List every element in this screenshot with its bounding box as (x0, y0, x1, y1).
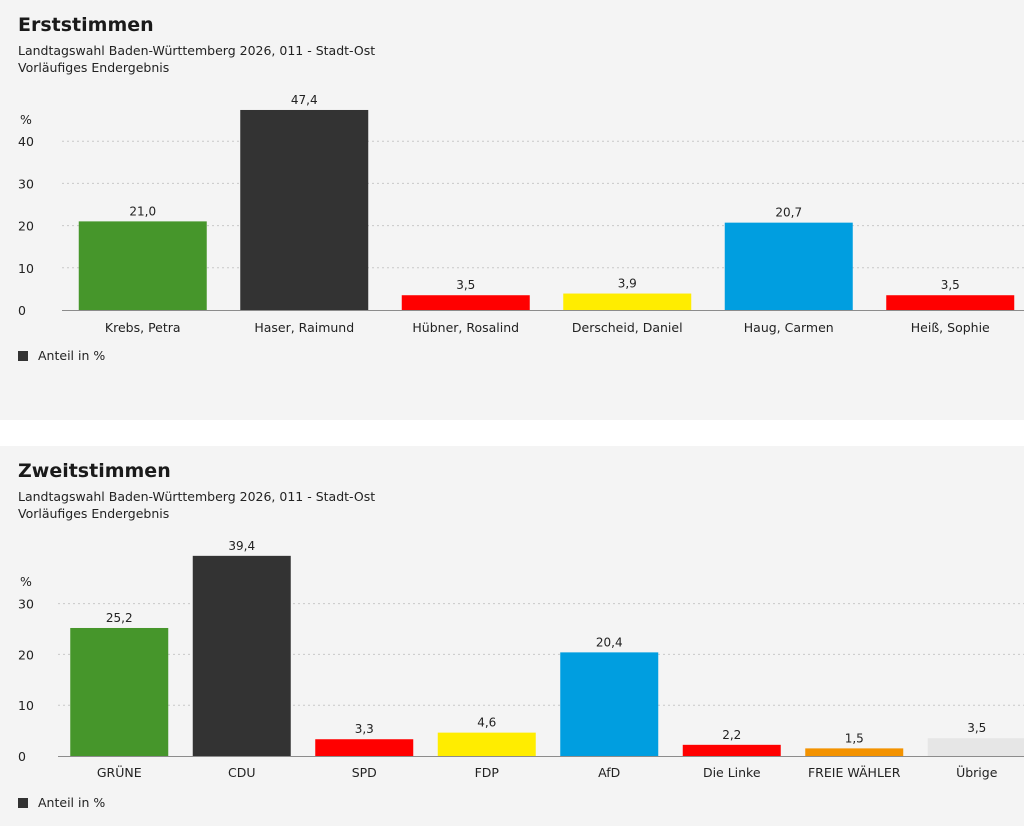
chart-status: Vorläufiges Endergebnis (18, 506, 170, 521)
value-label: 4,6 (477, 716, 496, 730)
y-tick-label: 30 (18, 597, 34, 612)
bar (401, 295, 530, 310)
zweitstimmen-bar-chart: 0 10 20 30% 25,2 GRÜNE 39,4 CDU 3,3 SPD 4,6 FDP 20,4… (18, 539, 1024, 780)
value-label: 3,9 (618, 277, 637, 291)
chart-title: Erststimmen (18, 14, 154, 36)
category-label: Haser, Raimund (254, 320, 354, 335)
chart-subtitle: Landtagswahl Baden-Württemberg 2026, 011… (18, 489, 376, 504)
category-label: Die Linke (703, 765, 761, 780)
value-label: 3,5 (941, 278, 960, 292)
value-label: 3,3 (355, 722, 374, 736)
value-label: 3,5 (456, 278, 475, 292)
y-tick-label: 30 (18, 176, 34, 191)
legend-swatch (18, 350, 28, 361)
zweitstimmen-panel: Zweitstimmen Landtagswahl Baden-Württemb… (0, 446, 1024, 826)
category-label: SPD (352, 765, 377, 780)
legend-swatch (18, 797, 28, 808)
category-label: FREIE WÄHLER (808, 765, 901, 780)
category-label: Hübner, Rosalind (412, 320, 519, 335)
chart-subtitle: Landtagswahl Baden-Württemberg 2026, 011… (18, 43, 376, 58)
value-label: 3,5 (967, 721, 986, 735)
bar (563, 293, 692, 310)
y-tick-label: 20 (18, 219, 34, 234)
chart-title: Zweitstimmen (18, 460, 171, 482)
value-label: 39,4 (228, 539, 255, 553)
value-label: 1,5 (845, 731, 864, 745)
category-label: AfD (598, 765, 620, 780)
value-label: 20,7 (775, 206, 802, 220)
bar (78, 221, 207, 310)
bar (192, 555, 291, 756)
y-tick-label: 10 (18, 261, 34, 276)
category-label: FDP (475, 765, 500, 780)
y-tick-label: 10 (18, 698, 34, 713)
category-label: Heiß, Sophie (911, 320, 990, 335)
category-label: Übrige (956, 764, 998, 780)
bar (805, 748, 904, 756)
erststimmen-bar-chart: 0 10 20 30 40% 21,0 Krebs, Petra 47,4 Haser, Rai… (18, 93, 1024, 335)
erststimmen-panel: Erststimmen Landtagswahl Baden-Württembe… (0, 0, 1024, 420)
legend-label: Anteil in % (38, 348, 106, 363)
y-tick-label: 0 (18, 303, 26, 318)
category-label: CDU (228, 765, 256, 780)
bar (886, 295, 1015, 310)
legend-label: Anteil in % (38, 795, 106, 810)
bar (315, 739, 414, 756)
value-label: 2,2 (722, 728, 741, 742)
chart-legend: Anteil in % (18, 795, 105, 810)
bar (682, 744, 781, 756)
category-label: GRÜNE (97, 764, 142, 780)
chart-status: Vorläufiges Endergebnis (18, 60, 170, 75)
bar (70, 627, 169, 756)
y-axis-unit: % (20, 574, 32, 589)
value-label: 25,2 (106, 611, 133, 625)
category-label: Krebs, Petra (105, 320, 181, 335)
y-tick-label: 40 (18, 134, 34, 149)
bar (560, 652, 659, 756)
y-axis-unit: % (20, 112, 32, 127)
y-tick-label: 20 (18, 647, 34, 662)
y-tick-label: 0 (18, 749, 26, 764)
value-label: 47,4 (291, 93, 318, 107)
bar (724, 222, 853, 310)
category-label: Haug, Carmen (744, 320, 834, 335)
bar (927, 738, 1024, 756)
value-label: 21,0 (129, 204, 156, 218)
bar (240, 109, 369, 310)
value-label: 20,4 (596, 635, 623, 649)
bar (437, 732, 536, 756)
category-label: Derscheid, Daniel (572, 320, 683, 335)
chart-legend: Anteil in % (18, 348, 105, 363)
